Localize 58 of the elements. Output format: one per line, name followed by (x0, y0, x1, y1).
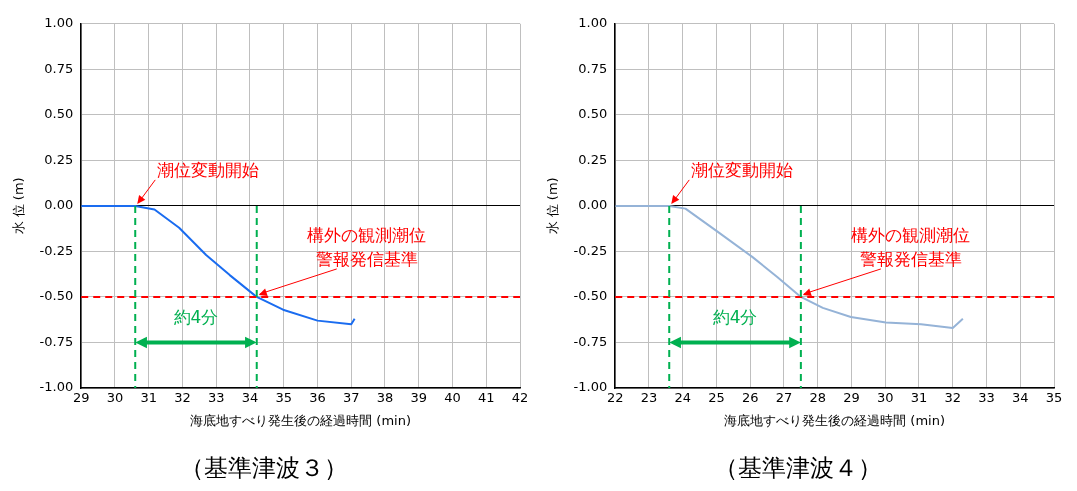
y-tick-label: -0.25 (39, 242, 74, 258)
x-tick-label: 27 (775, 390, 793, 406)
x-tick-label: 31 (910, 390, 928, 406)
x-tick-label: 42 (511, 390, 529, 406)
y-tick-label: -1.00 (573, 379, 608, 395)
y-tick-label: -1.00 (39, 379, 74, 395)
y-tick-label: 0.75 (578, 60, 608, 76)
x-tick-label: 33 (978, 390, 995, 406)
annotation: 構外の観測潮位警報発信基準 (307, 225, 427, 270)
y-tick-label: -0.50 (39, 288, 74, 304)
x-tick-label: 34 (241, 390, 259, 406)
x-tick-label: 30 (106, 390, 124, 406)
y-tick-label: 1.00 (44, 15, 74, 31)
x-tick-label: 26 (741, 390, 759, 406)
x-tick-label: 24 (674, 390, 692, 406)
x-tick-label: 29 (843, 390, 860, 406)
y-axis-title: 水 位 (m) (11, 177, 27, 235)
x-tick-label: 35 (1045, 390, 1063, 406)
annotation: 潮位変動開始 (157, 160, 260, 181)
y-tick-label: -0.75 (39, 333, 74, 349)
y-tick-label: 0.25 (578, 151, 608, 167)
y-tick-label: 0.00 (578, 197, 608, 213)
annotation: 構外の観測潮位警報発信基準 (851, 225, 971, 270)
text: （基準津波４） (714, 453, 882, 482)
x-tick-label: 25 (708, 390, 725, 406)
y-tick-label: -0.25 (573, 242, 608, 258)
x-axis-title: 海底地すべり発生後の経過時間 (min) (724, 412, 946, 428)
x-tick-label: 40 (444, 390, 461, 406)
y-tick-label: 0.25 (44, 151, 74, 167)
x-tick-label: 34 (1011, 390, 1029, 406)
x-tick-label: 32 (944, 390, 962, 406)
y-tick-label: 0.00 (44, 197, 74, 213)
annotation: 約4分 (712, 306, 758, 327)
x-tick-label: 36 (309, 390, 326, 406)
x-tick-label: 38 (376, 390, 394, 406)
x-tick-label: 22 (606, 390, 624, 406)
y-tick-label: -0.50 (573, 288, 608, 304)
x-tick-label: 30 (876, 390, 894, 406)
x-tick-label: 29 (72, 390, 90, 406)
x-axis-title: 海底地すべり発生後の経過時間 (min) (190, 412, 412, 428)
y-tick-label: 1.00 (578, 15, 608, 31)
x-tick-label: 31 (140, 390, 158, 406)
x-tick-label: 41 (477, 390, 495, 406)
x-tick-label: 33 (207, 390, 225, 406)
x-tick-label: 35 (275, 390, 293, 406)
text: （基準津波３） (180, 453, 348, 482)
annotation: 潮位変動開始 (691, 160, 794, 181)
x-tick-label: 39 (410, 390, 428, 406)
annotation: 約4分 (173, 306, 219, 327)
x-tick-label: 23 (640, 390, 658, 406)
y-tick-label: 0.50 (578, 106, 608, 122)
x-tick-label: 37 (342, 390, 360, 406)
y-tick-label: -0.75 (573, 333, 608, 349)
y-tick-label: 0.50 (44, 106, 74, 122)
y-axis-title: 水 位 (m) (545, 177, 561, 235)
x-tick-label: 28 (809, 390, 827, 406)
y-tick-label: 0.75 (44, 60, 74, 76)
x-tick-label: 32 (174, 390, 191, 406)
